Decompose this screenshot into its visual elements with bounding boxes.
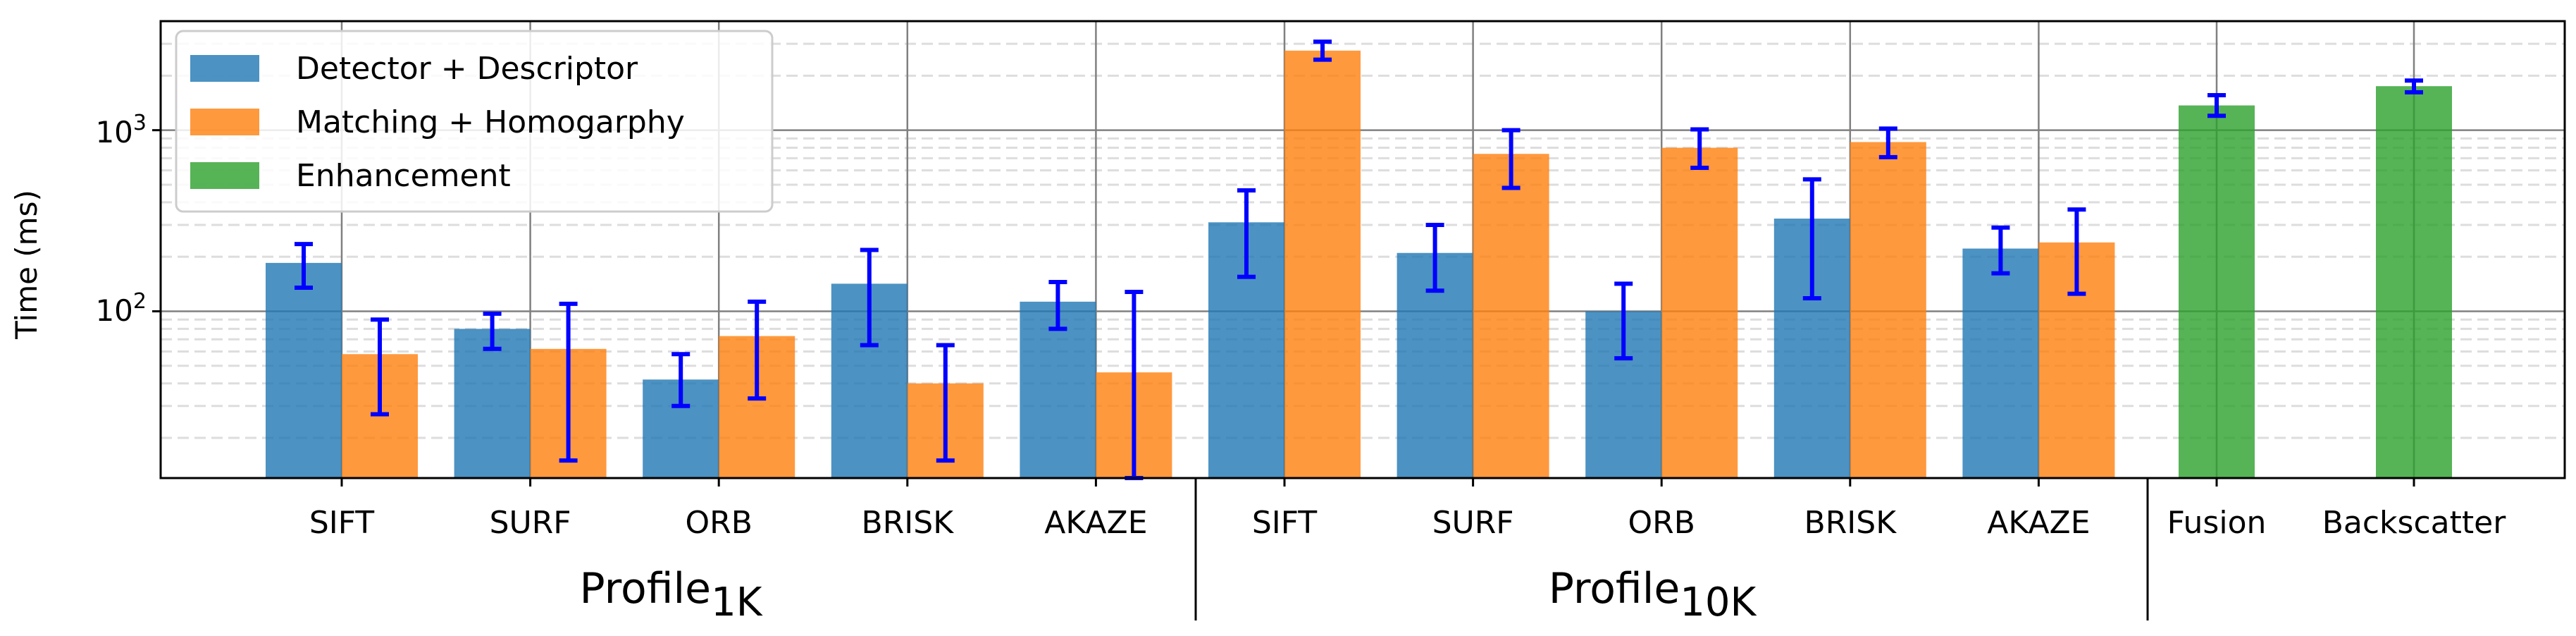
bar-0-1 — [454, 329, 531, 478]
bar-0-9 — [1962, 248, 2039, 478]
bar-0-4 — [1020, 301, 1096, 478]
legend-label-enhancement: Enhancement — [296, 158, 511, 194]
x-tick-label: SIFT — [1252, 505, 1317, 541]
legend-frame — [175, 30, 774, 213]
legend-label-detector: Detector + Descriptor — [296, 51, 638, 87]
legend-swatch-detector — [190, 55, 259, 82]
x-tick-label: ORB — [686, 505, 753, 541]
x-tick-label: Backscatter — [2322, 505, 2506, 541]
legend-swatch-enhancement — [190, 162, 259, 189]
group-label-profile-10k: Profile10K — [1549, 564, 1757, 625]
bars — [266, 50, 2452, 479]
x-tick-label: SURF — [1432, 505, 1514, 541]
x-tick-label: SIFT — [309, 505, 374, 541]
x-tick-labels: SIFT SURF ORB BRISK AKAZE SIFT SURF ORB … — [309, 505, 2506, 541]
error-bars — [295, 39, 2423, 480]
y-tick-label-100: 102 — [95, 289, 147, 328]
x-tick-label: SURF — [490, 505, 571, 541]
axis-ticks — [152, 129, 2415, 487]
bar-1-8 — [1850, 142, 1926, 478]
x-tick-label: ORB — [1628, 505, 1695, 541]
x-tick-label: AKAZE — [1987, 505, 2090, 541]
bar-1-7 — [1661, 147, 1738, 478]
bar-1-5 — [1284, 50, 1361, 479]
bar-0-0 — [266, 262, 342, 478]
x-tick-label: AKAZE — [1044, 505, 1147, 541]
bar-1-6 — [1473, 154, 1549, 478]
x-tick-label: BRISK — [862, 505, 955, 541]
x-tick-label: Fusion — [2167, 505, 2267, 541]
bar-2-10 — [2179, 105, 2255, 479]
group-label-profile-1k: Profile1K — [580, 564, 763, 625]
legend-label-matching: Matching + Homogarphy — [296, 104, 685, 140]
legend-swatch-matching — [190, 109, 259, 135]
y-tick-label-1000: 103 — [95, 111, 147, 149]
x-tick-label: BRISK — [1804, 505, 1897, 541]
plot-frame — [159, 20, 2566, 479]
y-axis-label: Time (ms) — [9, 190, 44, 340]
bar-2-11 — [2376, 86, 2452, 478]
legend: Detector + Descriptor Matching + Homogar… — [175, 30, 774, 213]
